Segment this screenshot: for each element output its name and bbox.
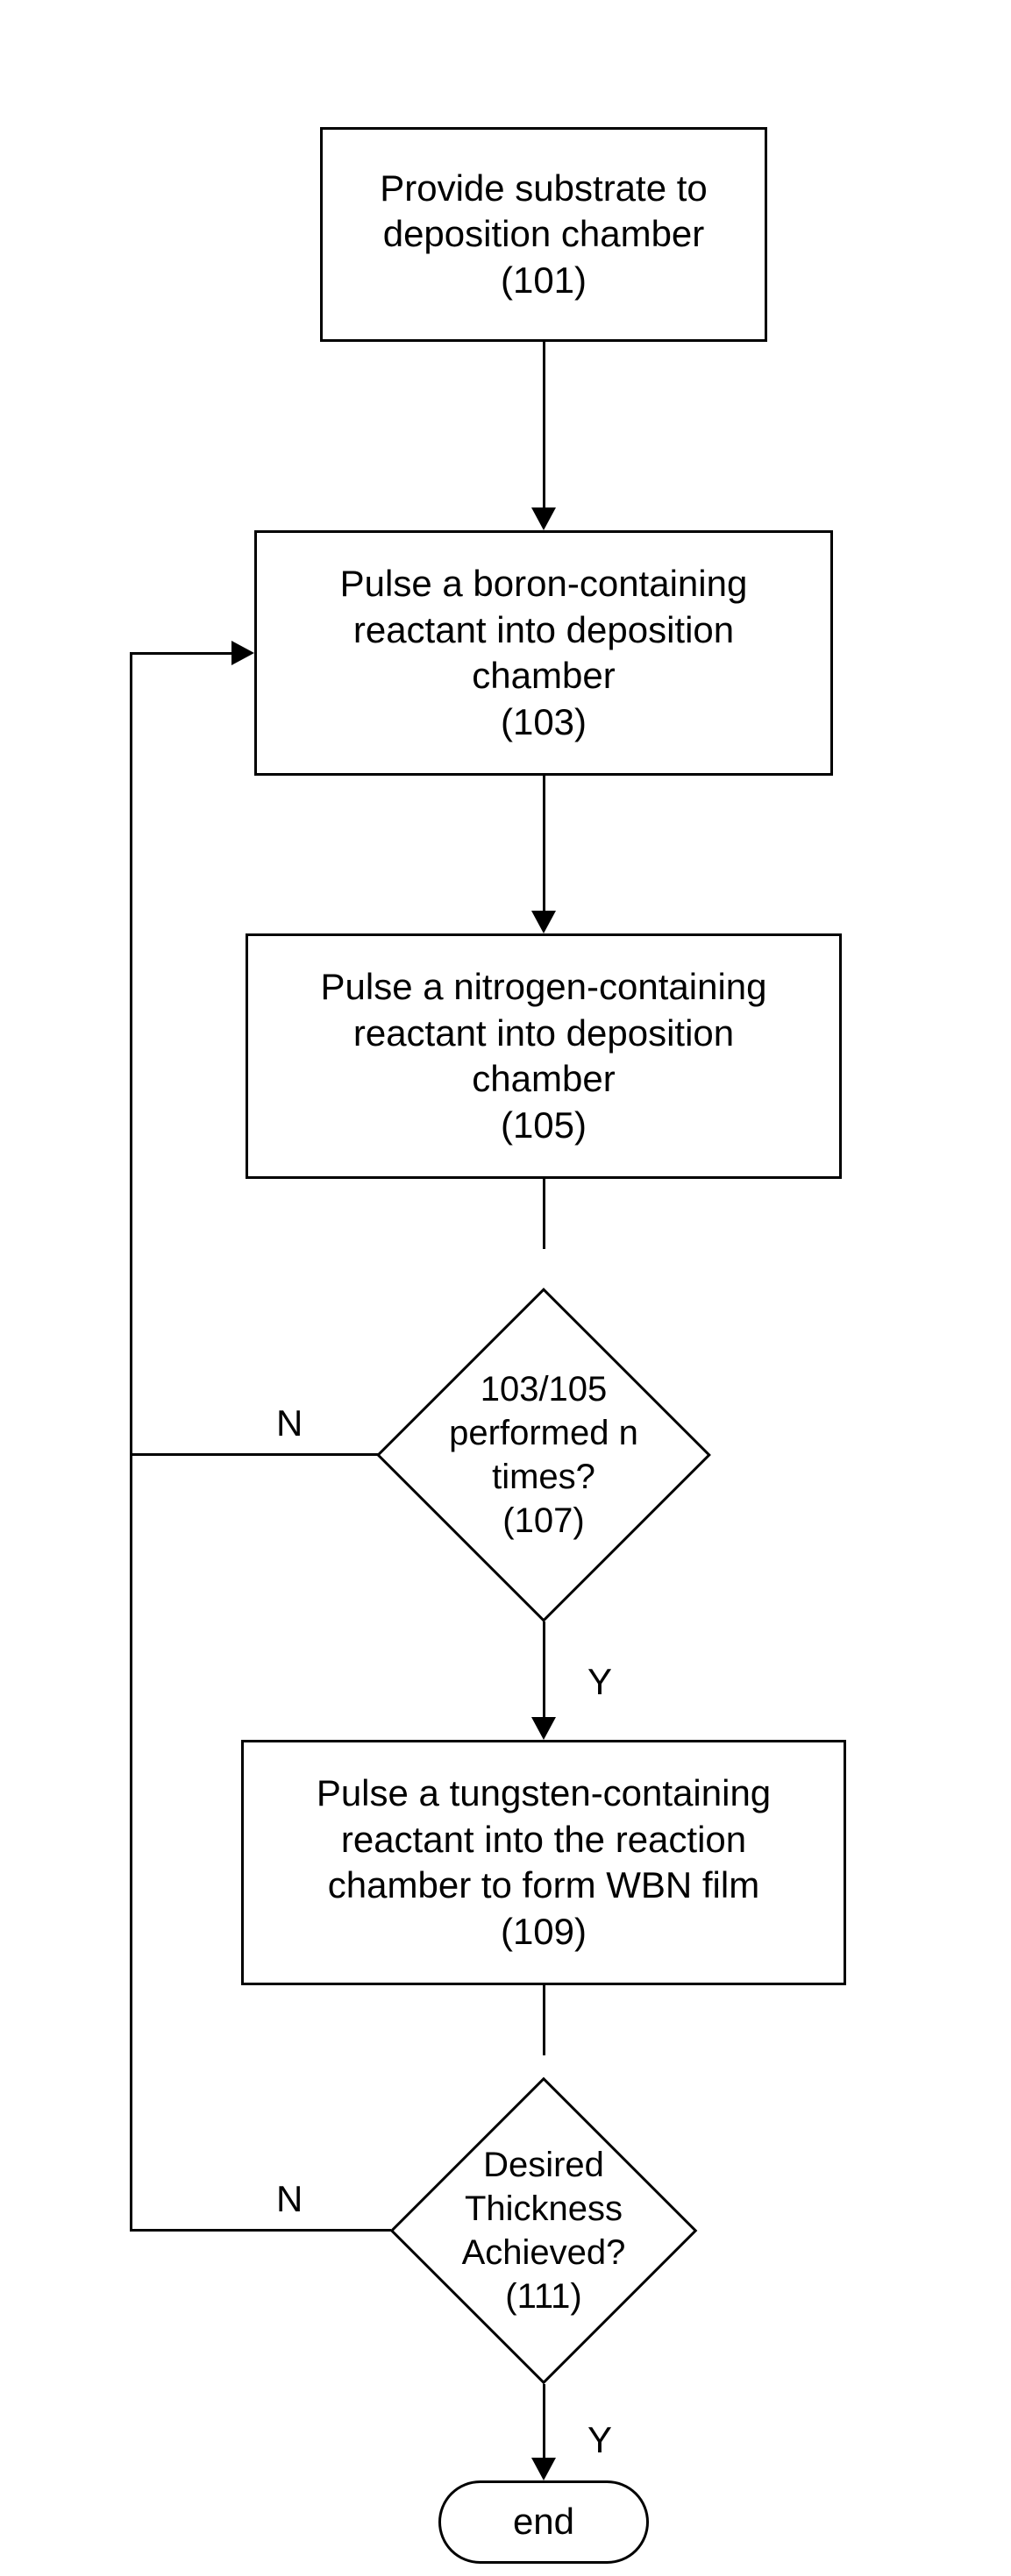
node-103-line1: Pulse a boron-containing xyxy=(340,561,748,607)
node-103-text: Pulse a boron-containing reactant into d… xyxy=(340,561,748,745)
node-107-text: 103/105 performed n times? (107) xyxy=(377,1288,710,1622)
node-111-ref: (111) xyxy=(505,2274,581,2318)
node-105-ref: (105) xyxy=(320,1103,766,1149)
edge-103-105 xyxy=(543,776,545,911)
edge-111-end-arrow xyxy=(531,2458,556,2480)
label-107-n: N xyxy=(276,1402,303,1444)
node-105-line1: Pulse a nitrogen-containing xyxy=(320,964,766,1011)
node-105-line2: reactant into deposition xyxy=(320,1011,766,1057)
edge-101-103-arrow xyxy=(531,507,556,530)
node-101-line2: deposition chamber xyxy=(380,211,708,258)
node-109-ref: (109) xyxy=(317,1909,771,1955)
node-end-text: end xyxy=(513,2499,574,2545)
edge-111-n-v xyxy=(130,1453,132,2232)
node-107: 103/105 performed n times? (107) xyxy=(377,1288,710,1622)
node-end: end xyxy=(438,2480,649,2564)
edge-105-107 xyxy=(543,1179,545,1249)
node-111-line3: Achieved? xyxy=(462,2231,626,2274)
node-105-text: Pulse a nitrogen-containing reactant int… xyxy=(320,964,766,1148)
node-101: Provide substrate to deposition chamber … xyxy=(320,127,767,342)
node-105: Pulse a nitrogen-containing reactant int… xyxy=(246,933,842,1179)
node-109-line3: chamber to form WBN film xyxy=(317,1863,771,1909)
node-109: Pulse a tungsten-containing reactant int… xyxy=(241,1740,846,1985)
edge-111-end xyxy=(543,2384,545,2458)
node-111-line1: Desired xyxy=(483,2143,604,2187)
node-101-text: Provide substrate to deposition chamber … xyxy=(380,166,708,304)
node-103-line2: reactant into deposition xyxy=(340,607,748,654)
node-103: Pulse a boron-containing reactant into d… xyxy=(254,530,833,776)
edge-107-n-h xyxy=(130,1453,378,1456)
edge-107-109 xyxy=(543,1622,545,1717)
node-103-line3: chamber xyxy=(340,653,748,699)
node-111: Desired Thickness Achieved? (111) xyxy=(390,2077,697,2384)
node-107-line2: performed n xyxy=(449,1411,638,1455)
edge-101-103 xyxy=(543,342,545,507)
node-109-line1: Pulse a tungsten-containing xyxy=(317,1771,771,1817)
node-107-line3: times? xyxy=(492,1455,595,1499)
node-111-text: Desired Thickness Achieved? (111) xyxy=(390,2077,697,2384)
node-109-line2: reactant into the reaction xyxy=(317,1817,771,1863)
edge-107-n-h2 xyxy=(130,652,231,655)
node-109-text: Pulse a tungsten-containing reactant int… xyxy=(317,1771,771,1955)
node-103-ref: (103) xyxy=(340,699,748,746)
edge-107-n-arrow xyxy=(231,641,254,665)
node-107-line1: 103/105 xyxy=(481,1367,608,1411)
label-107-y: Y xyxy=(587,1661,612,1703)
edge-103-105-arrow xyxy=(531,911,556,933)
node-105-line3: chamber xyxy=(320,1056,766,1103)
node-101-ref: (101) xyxy=(380,258,708,304)
label-111-y: Y xyxy=(587,2419,612,2461)
edge-111-n-h xyxy=(130,2229,391,2232)
label-111-n: N xyxy=(276,2178,303,2220)
edge-107-n-v xyxy=(130,653,132,1456)
node-107-ref: (107) xyxy=(502,1499,584,1543)
node-111-line2: Thickness xyxy=(465,2187,623,2231)
node-101-line1: Provide substrate to xyxy=(380,166,708,212)
edge-109-111 xyxy=(543,1985,545,2055)
edge-107-109-arrow xyxy=(531,1717,556,1740)
